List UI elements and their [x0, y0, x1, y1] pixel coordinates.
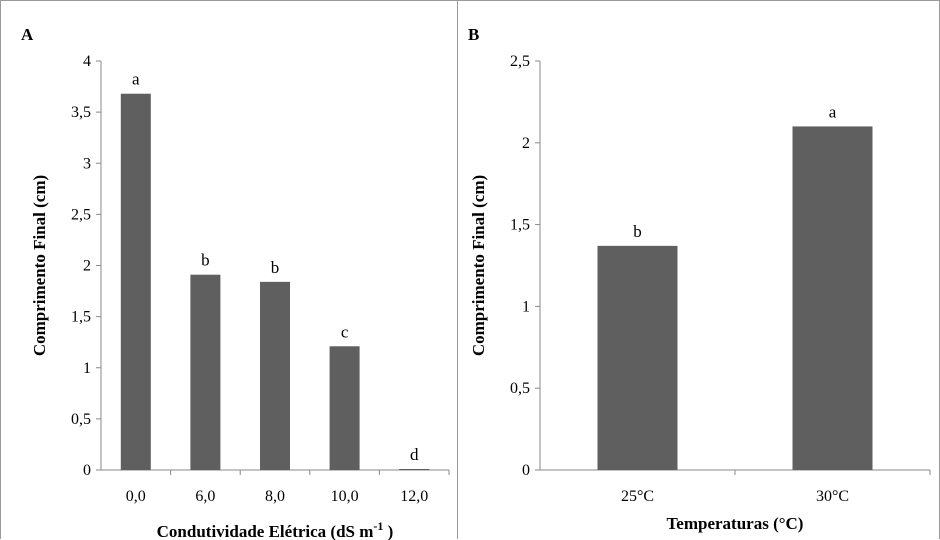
bar: [399, 468, 430, 470]
x-tick-label: 10,0: [331, 488, 359, 505]
y-tick-label: 2,5: [510, 53, 530, 70]
y-tick-label: 0: [83, 462, 91, 479]
panel-letter: B: [468, 25, 480, 44]
bar: [329, 346, 360, 470]
bar-chart-b: 0 0,5 1 1,5 2 2,5 b 25°C a 30°C Comprimento Final …: [469, 53, 931, 533]
panel-letter: A: [21, 25, 34, 44]
y-axis-title: Comprimento Final (cm): [30, 175, 49, 356]
bar-significance-label: b: [633, 222, 642, 241]
bar-chart-a: 0 0,5 1 1,5 2 2,5 3 3,5 4 a 0,0 b 6,0 b 8,0 c 10,0 d 12,0 C…: [30, 53, 450, 540]
x-tick-label: 8,0: [265, 488, 285, 505]
y-tick-label: 1,5: [71, 309, 91, 326]
y-tick-label: 1,5: [510, 217, 530, 234]
bar-significance-label: c: [341, 322, 349, 341]
bar-significance-label: a: [829, 102, 837, 121]
y-tick-label: 0,5: [71, 411, 91, 428]
x-tick-label: 12,0: [400, 488, 428, 505]
x-tick-label: 30°C: [816, 488, 849, 505]
y-tick-label: 2,5: [71, 206, 91, 223]
x-axis-title: Condutividade Elétrica (dS m-1 ): [157, 519, 394, 540]
y-tick-label: 2: [83, 258, 91, 275]
y-tick-label: 2: [522, 135, 530, 152]
chart-panel-b: B 0 0,5 1 1,5 2 2,5 b 25°C a 30°C Comprimento Fina…: [458, 0, 940, 539]
y-tick-label: 1: [522, 298, 530, 315]
bar: [190, 274, 221, 470]
bar: [597, 245, 678, 470]
bar: [792, 126, 873, 470]
y-tick-label: 3: [83, 155, 91, 172]
x-tick-label: 6,0: [195, 488, 215, 505]
chart-panel-a: A 0 0,5 1 1,5 2 2,5 3 3,5 4 a 0,0 b 6,0 b 8,0 c 10,0 d 12,…: [0, 0, 458, 540]
y-tick-label: 3,5: [71, 104, 91, 121]
bar: [120, 93, 151, 470]
bar-significance-label: d: [410, 445, 419, 464]
bar-significance-label: a: [132, 70, 140, 89]
y-tick-label: 1: [83, 360, 91, 377]
x-axis-title: Temperaturas (°C): [667, 514, 804, 533]
x-tick-label: 25°C: [621, 488, 654, 505]
bar-significance-label: b: [271, 258, 280, 277]
y-tick-label: 0: [522, 462, 530, 479]
y-tick-label: 4: [83, 53, 91, 70]
y-axis-title: Comprimento Final (cm): [469, 175, 488, 356]
bar: [260, 281, 290, 470]
bar-significance-label: b: [201, 251, 210, 270]
x-tick-label: 0,0: [126, 488, 146, 505]
y-tick-label: 0,5: [510, 380, 530, 397]
